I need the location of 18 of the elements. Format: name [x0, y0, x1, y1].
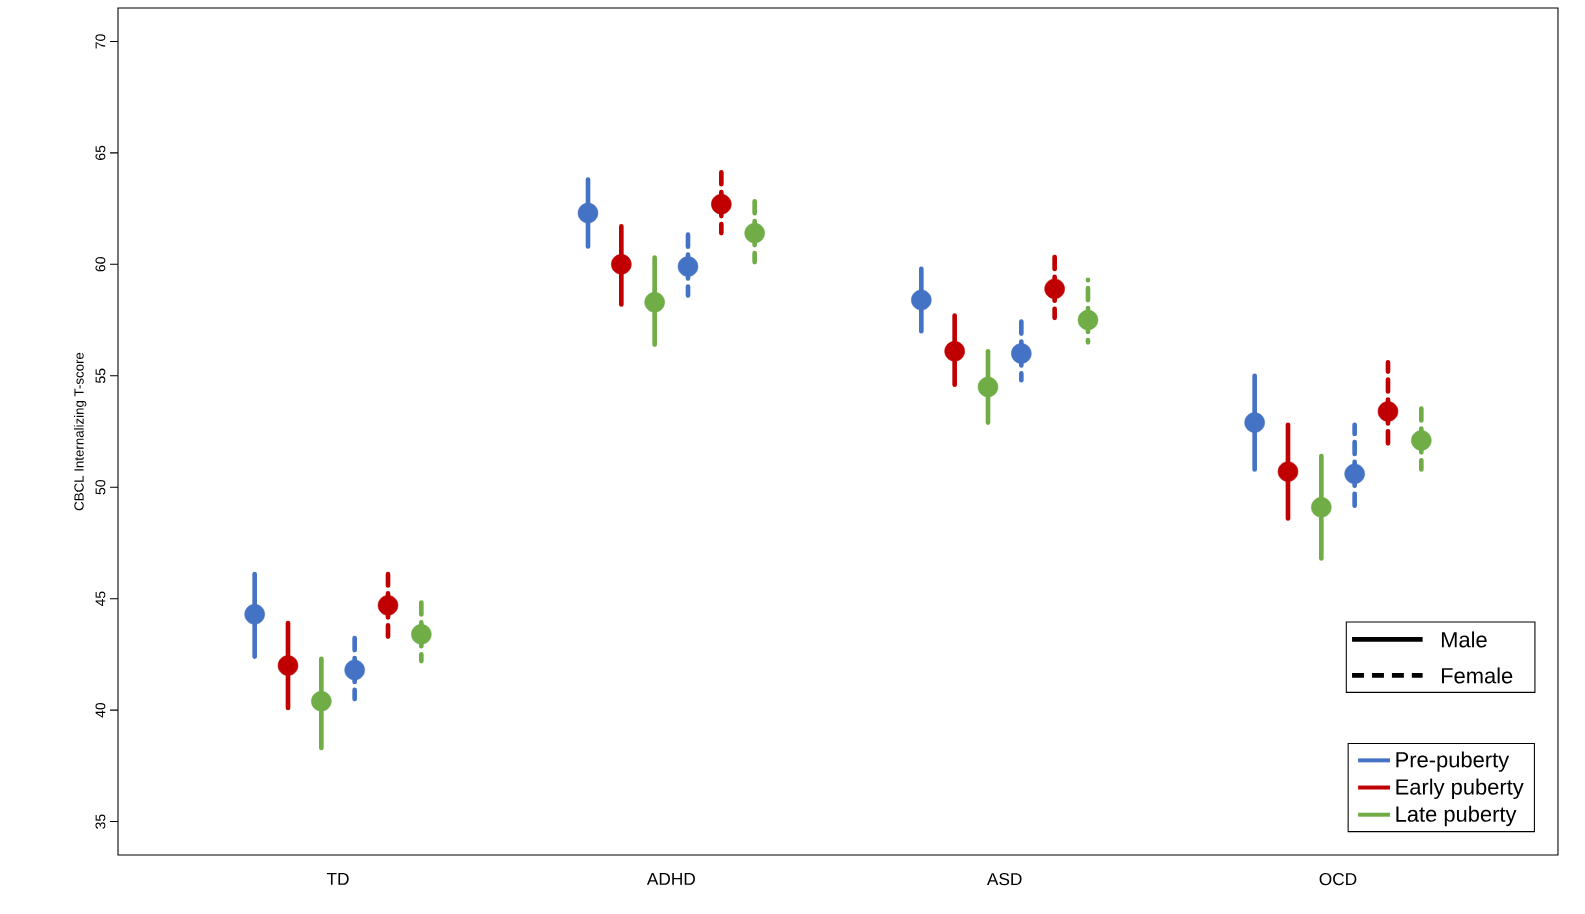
x-tick-label: OCD — [1319, 872, 1357, 886]
y-tick-label: 50 — [95, 480, 106, 495]
x-tick-label: TD — [326, 872, 349, 885]
y-tick-label: 70 — [95, 34, 106, 49]
annotation: Male — [1441, 631, 1487, 648]
annotation: Female — [1441, 667, 1513, 684]
legend-label: Late puberty — [1396, 805, 1517, 827]
y-tick-label: 65 — [95, 145, 106, 160]
y-tick-label: 40 — [95, 702, 106, 718]
legend-label: Pre-puberty — [1396, 751, 1510, 772]
y-tick-label: 35 — [95, 814, 106, 829]
x-tick-label: ADHD — [646, 872, 695, 885]
legend-label: Early puberty — [1396, 778, 1524, 800]
y-tick-label: 45 — [95, 591, 106, 607]
y-tick-label: 55 — [95, 368, 106, 383]
y-axis-title: CBCL Internalizing T-score — [73, 352, 87, 511]
x-tick-label: ASD — [986, 872, 1022, 886]
y-tick-label: 60 — [95, 257, 106, 272]
